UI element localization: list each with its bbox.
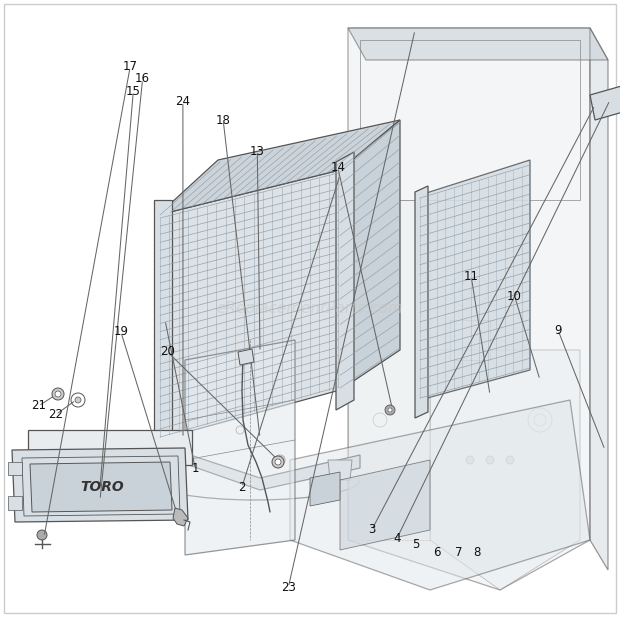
Circle shape [174, 512, 182, 520]
Polygon shape [154, 200, 172, 460]
Text: 20: 20 [160, 345, 175, 358]
Polygon shape [415, 186, 428, 418]
Circle shape [236, 426, 244, 434]
Circle shape [37, 530, 47, 540]
Polygon shape [590, 28, 608, 570]
Circle shape [275, 459, 281, 465]
Circle shape [75, 397, 81, 403]
Circle shape [52, 388, 64, 400]
Polygon shape [238, 349, 254, 365]
Polygon shape [30, 462, 172, 512]
Polygon shape [340, 460, 430, 550]
Polygon shape [420, 160, 530, 400]
Polygon shape [28, 430, 192, 465]
Polygon shape [590, 85, 620, 120]
Polygon shape [185, 340, 295, 555]
Text: 14: 14 [330, 161, 345, 175]
Polygon shape [348, 28, 608, 60]
Polygon shape [12, 448, 188, 522]
Text: TORO: TORO [80, 480, 124, 494]
Circle shape [603, 97, 613, 107]
Text: 22: 22 [48, 408, 63, 421]
Text: 18: 18 [216, 114, 231, 127]
Polygon shape [336, 152, 354, 410]
Circle shape [272, 456, 284, 468]
Text: eReplacementParts.com: eReplacementParts.com [216, 301, 404, 316]
Polygon shape [8, 496, 22, 510]
Circle shape [506, 456, 514, 464]
Text: 13: 13 [250, 144, 265, 158]
Polygon shape [348, 200, 430, 540]
Polygon shape [148, 435, 360, 490]
Circle shape [466, 456, 474, 464]
Circle shape [486, 456, 494, 464]
Circle shape [55, 391, 61, 397]
Text: 23: 23 [281, 581, 296, 594]
Circle shape [278, 458, 282, 462]
Text: 16: 16 [135, 72, 150, 86]
Polygon shape [158, 120, 400, 215]
Circle shape [168, 326, 176, 334]
Circle shape [388, 408, 392, 412]
Circle shape [275, 455, 285, 465]
Circle shape [174, 454, 182, 462]
Polygon shape [348, 28, 590, 590]
Text: 11: 11 [464, 270, 479, 283]
Text: 21: 21 [31, 399, 46, 413]
Polygon shape [8, 462, 22, 475]
Polygon shape [328, 460, 352, 480]
Text: 2: 2 [238, 481, 246, 494]
Text: 10: 10 [507, 289, 522, 303]
Text: 6: 6 [433, 545, 441, 559]
Circle shape [18, 512, 26, 520]
Text: 19: 19 [113, 325, 128, 339]
Circle shape [614, 104, 620, 112]
Polygon shape [158, 475, 182, 495]
Text: 8: 8 [474, 545, 481, 559]
Text: 15: 15 [126, 85, 141, 98]
Circle shape [168, 356, 176, 364]
Polygon shape [173, 508, 188, 526]
Text: 5: 5 [412, 537, 419, 551]
Polygon shape [430, 350, 580, 590]
Text: 1: 1 [192, 462, 199, 476]
Polygon shape [340, 120, 400, 390]
Polygon shape [310, 472, 340, 506]
Polygon shape [290, 400, 590, 590]
Text: 3: 3 [368, 523, 376, 536]
Text: 4: 4 [393, 532, 401, 545]
Circle shape [168, 296, 176, 304]
Text: 24: 24 [175, 95, 190, 109]
Text: 9: 9 [554, 323, 562, 337]
Polygon shape [158, 170, 340, 440]
Circle shape [18, 454, 26, 462]
Text: 17: 17 [123, 60, 138, 73]
Circle shape [385, 405, 395, 415]
Text: 7: 7 [455, 545, 463, 559]
Circle shape [236, 386, 244, 394]
